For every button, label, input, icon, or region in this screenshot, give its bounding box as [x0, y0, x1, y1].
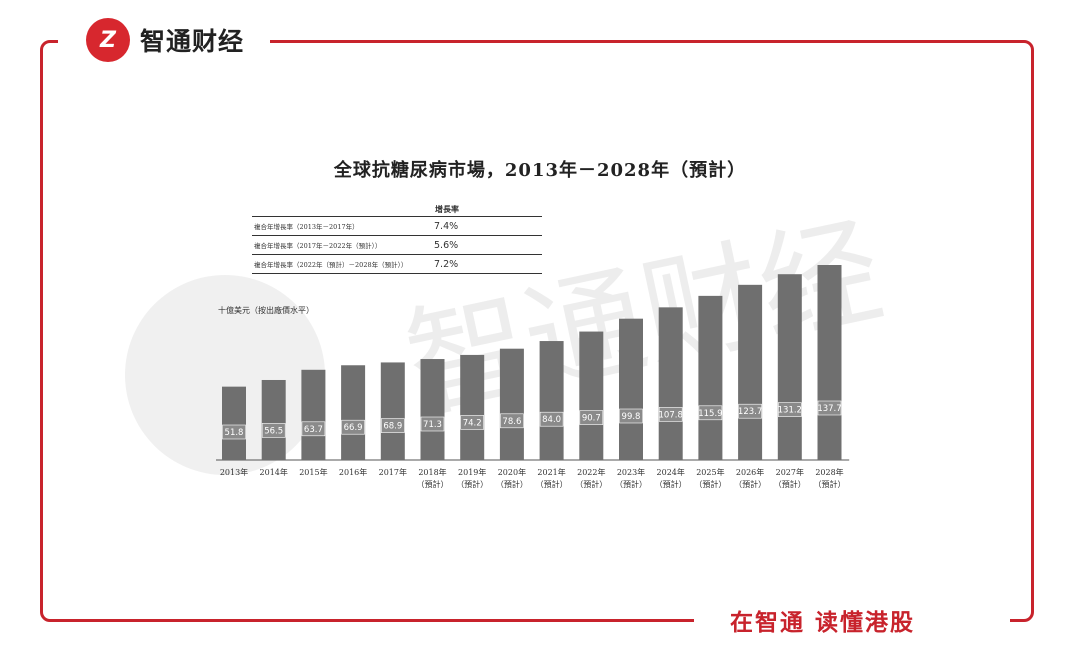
- bar: [738, 284, 763, 460]
- data-label: 137.7: [817, 404, 841, 414]
- data-label: 63.7: [304, 425, 323, 435]
- data-label-box: [777, 402, 802, 417]
- bar: [817, 265, 842, 460]
- bar: [777, 274, 802, 460]
- data-label: 90.7: [582, 414, 601, 424]
- bar: [499, 348, 524, 460]
- x-tick-label: 2027年: [776, 467, 804, 477]
- data-label-box: [539, 411, 564, 427]
- data-label-box: [341, 419, 365, 435]
- x-tick-label: 2024年: [657, 467, 685, 477]
- x-tick-label: （預計）: [774, 479, 806, 489]
- bar: [698, 295, 723, 460]
- data-label-box: [500, 413, 524, 429]
- x-tick-label: 2026年: [736, 467, 764, 477]
- zhitong-logo-icon: Z: [86, 18, 130, 62]
- data-label-box: [619, 408, 643, 424]
- x-tick-label: （預計）: [814, 479, 846, 489]
- cagr-table: 增長率 複合年增長率（2013年－2017年） 7.4% 複合年增長率（2017…: [252, 204, 542, 274]
- x-tick-label: （預計）: [417, 479, 449, 489]
- x-tick-label: 2013年: [220, 467, 248, 477]
- data-label-box: [420, 416, 445, 432]
- data-label-box: [460, 415, 485, 430]
- x-tick-label: 2016年: [339, 467, 367, 477]
- cagr-value: 5.6%: [434, 239, 459, 251]
- data-label: 56.5: [264, 426, 283, 436]
- cagr-label: 複合年增長率（2013年－2017年）: [254, 223, 359, 231]
- x-tick-label: （預計）: [734, 479, 766, 489]
- bar: [539, 341, 564, 460]
- data-label-box: [222, 424, 246, 440]
- cagr-row: 複合年增長率（2017年－2022年（預計）） 5.6%: [252, 236, 542, 255]
- cagr-header: 增長率: [252, 204, 542, 217]
- data-label: 107.8: [659, 410, 683, 420]
- chart-title: 全球抗糖尿病市場，2013年－2028年（預計）: [333, 160, 747, 181]
- x-tick-label: 2014年: [260, 467, 288, 477]
- bar: [380, 362, 405, 460]
- data-label-box: [301, 421, 326, 437]
- x-tick-label: （預計）: [456, 479, 488, 489]
- data-label-box: [579, 410, 604, 425]
- data-label-box: [738, 403, 762, 419]
- bar: [341, 365, 366, 460]
- x-tick-label: （預計）: [536, 479, 568, 489]
- x-tick-label: 2020年: [498, 467, 526, 477]
- bar: [301, 369, 326, 460]
- x-tick-label: 2023年: [617, 467, 645, 477]
- x-tick-label: 2025年: [696, 467, 724, 477]
- data-label: 74.2: [463, 418, 482, 428]
- x-tick-label: 2022年: [577, 467, 605, 477]
- data-label-box: [380, 418, 405, 433]
- data-label-box: [817, 400, 842, 416]
- cagr-value: 7.4%: [434, 220, 459, 232]
- cagr-row: 複合年增長率（2022年（預計）－2028年（預計）） 7.2%: [252, 255, 542, 274]
- data-label: 66.9: [344, 423, 363, 433]
- data-label: 51.8: [225, 428, 244, 438]
- data-label: 78.6: [502, 417, 521, 427]
- red-frame: [40, 40, 1034, 622]
- data-label: 68.9: [383, 422, 402, 432]
- x-tick-label: （預計）: [496, 479, 528, 489]
- x-tick-label: 2028年: [815, 467, 843, 477]
- bar: [261, 379, 286, 460]
- footer-slogan: 在智通 读懂港股: [730, 610, 916, 636]
- data-label-box: [698, 405, 723, 421]
- y-axis-unit-label: 十億美元（按出廠價水平）: [218, 306, 314, 315]
- x-tick-label: （預計）: [615, 479, 647, 489]
- bar: [222, 386, 246, 460]
- data-label-box: [658, 407, 683, 422]
- data-label: 131.2: [778, 406, 802, 416]
- x-tick-label: （預計）: [655, 479, 687, 489]
- bar: [460, 354, 485, 460]
- data-label: 123.7: [738, 407, 762, 417]
- data-label: 99.8: [622, 412, 641, 422]
- x-tick-label: 2015年: [299, 467, 327, 477]
- data-label: 115.9: [698, 409, 722, 419]
- data-label: 71.3: [423, 420, 442, 430]
- cagr-value: 7.2%: [434, 258, 459, 270]
- bar: [579, 331, 604, 460]
- x-tick-label: 2018年: [418, 467, 446, 477]
- cagr-label: 複合年增長率（2022年（預計）－2028年（預計））: [254, 261, 408, 269]
- bar: [420, 359, 445, 460]
- x-tick-label: 2019年: [458, 467, 486, 477]
- x-tick-label: 2021年: [537, 467, 565, 477]
- data-label: 84.0: [542, 415, 561, 425]
- cagr-row: 複合年增長率（2013年－2017年） 7.4%: [252, 217, 542, 236]
- bar: [658, 307, 683, 460]
- data-label-box: [261, 423, 286, 438]
- x-tick-label: （預計）: [575, 479, 607, 489]
- cagr-label: 複合年增長率（2017年－2022年（預計））: [254, 242, 382, 250]
- x-tick-label: （預計）: [694, 479, 726, 489]
- frame-gap-bottom: [694, 614, 1010, 630]
- x-tick-label: 2017年: [379, 467, 407, 477]
- brand-name: 智通财经: [140, 27, 245, 56]
- brand-logo: Z 智通财经: [86, 18, 244, 62]
- bar: [619, 318, 643, 460]
